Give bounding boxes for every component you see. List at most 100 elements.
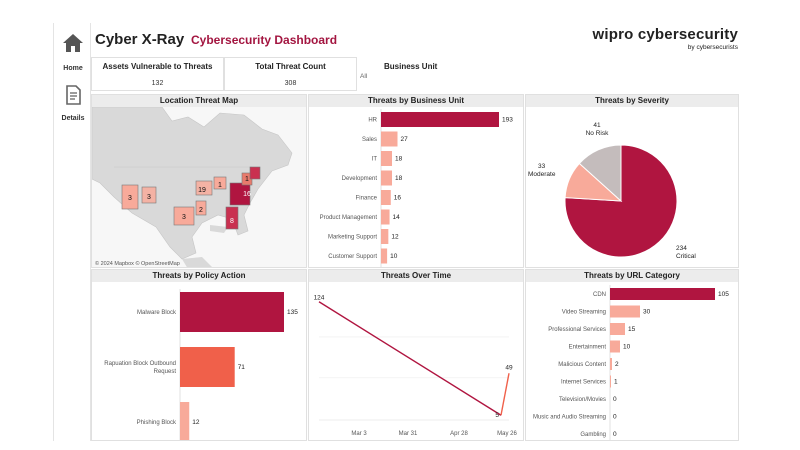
state-nevada[interactable] (141, 186, 157, 204)
category-label: Gambling (580, 432, 606, 438)
data-label: 5 (495, 412, 499, 419)
data-label: 0 (613, 414, 617, 421)
category-label: Finance (356, 196, 378, 202)
slice-label: Moderate (528, 171, 556, 178)
bar[interactable] (381, 112, 499, 127)
kpi-value: 308 (284, 80, 297, 87)
filter-title: Business Unit (384, 62, 438, 71)
nav-home-label[interactable]: Home (63, 65, 83, 72)
bar[interactable] (610, 340, 620, 353)
state-mississippi[interactable] (195, 200, 207, 216)
bar[interactable] (610, 323, 625, 335)
data-label: 16 (394, 195, 402, 202)
pie-slice[interactable] (578, 144, 622, 203)
x-tick-label: Apr 28 (450, 431, 468, 437)
state-texas[interactable] (173, 206, 195, 226)
x-tick-label: Mar 3 (351, 431, 367, 437)
brand-logo: wipro cybersecurity by cybersecurists (592, 26, 738, 51)
bar[interactable] (381, 131, 398, 147)
category-label: Sales (362, 137, 377, 143)
bar[interactable] (381, 209, 390, 225)
data-label: 18 (395, 175, 403, 182)
state-california[interactable] (121, 184, 139, 210)
brand-tagline: by cybersecurists (687, 44, 738, 51)
map-marker-label: 3 (182, 214, 186, 221)
kpi-assets-vulnerable: Assets Vulnerable to Threats 132 (91, 57, 224, 91)
x-tick-label: May 26 (497, 431, 517, 437)
panel-title: Threats by URL Category (526, 270, 738, 282)
category-label: Rapuation Block Outbound (104, 361, 176, 367)
nav-details-label[interactable]: Details (61, 115, 85, 122)
data-label: 12 (192, 419, 200, 426)
kpi-value: 132 (151, 80, 164, 87)
category-label: Music and Audio Streaming (533, 415, 606, 421)
category-label: Video Streaming (562, 310, 606, 316)
slice-label: Critical (676, 253, 696, 260)
url-category-panel: Threats by URL Category CDN 105 Video Stre… (525, 269, 739, 441)
bar[interactable] (180, 402, 190, 441)
bar[interactable] (610, 375, 611, 388)
category-label: Entertainment (569, 345, 607, 351)
bar[interactable] (180, 347, 235, 387)
location-threat-map[interactable]: 3 3 19 2 1 16 8 1 3 © 2024 Mapbox © Open… (92, 106, 307, 268)
business-unit-filter[interactable]: Business Unit All (356, 57, 736, 91)
slice-value: 234 (676, 245, 687, 252)
bar[interactable] (610, 288, 715, 300)
business-unit-panel: Threats by Business Unit HR 193 Sales 27 IT 1… (308, 94, 524, 268)
severity-panel: Threats by Severity 234 Critical 33 Moderat… (525, 94, 739, 268)
threats-over-time-chart[interactable]: 124 5 49 Mar 3 Mar 31 Apr 28 May 26 (309, 282, 524, 441)
panel-title: Location Threat Map (92, 95, 306, 107)
map-marker-label: 8 (230, 218, 234, 225)
data-label: 0 (613, 431, 617, 438)
map-marker-label: 2 (199, 207, 203, 214)
data-label: 10 (623, 344, 631, 351)
series-line[interactable] (318, 301, 502, 416)
data-label: 2 (615, 361, 619, 368)
slice-label: No Risk (586, 130, 610, 137)
state-illinois[interactable] (195, 180, 213, 196)
panel-title: Threats by Business Unit (309, 95, 523, 107)
document-icon[interactable] (61, 83, 85, 107)
category-label: Television/Movies (559, 397, 606, 403)
data-label: 12 (391, 234, 399, 241)
sidebar: Home Details (53, 23, 91, 441)
category-label: Phishing Block (137, 420, 177, 426)
data-label: 124 (314, 295, 325, 302)
category-label: Request (154, 369, 177, 375)
policy-action-chart[interactable]: Malware Block 135 Rapuation Block Outbound… (92, 282, 307, 441)
data-label: 30 (643, 309, 651, 316)
filter-value[interactable]: All (360, 73, 368, 80)
state-florida[interactable] (225, 206, 239, 230)
data-label: 105 (718, 291, 729, 298)
category-label: CDN (593, 292, 606, 298)
data-label: 49 (505, 364, 513, 371)
category-label: Internet Services (561, 380, 606, 386)
panel-title: Threats by Policy Action (92, 270, 306, 282)
bar[interactable] (610, 358, 612, 370)
category-label: Development (342, 176, 378, 182)
bar[interactable] (381, 170, 393, 186)
bar[interactable] (381, 151, 393, 166)
series-line[interactable] (500, 373, 510, 416)
bar[interactable] (180, 292, 284, 332)
bar[interactable] (381, 190, 391, 205)
data-label: 10 (390, 253, 398, 260)
url-category-chart[interactable]: CDN 105 Video Streaming 30 Professional Serv… (526, 282, 739, 441)
data-label: 1 (614, 379, 618, 386)
panel-title: Threats by Severity (526, 95, 738, 107)
map-marker-label: 16 (243, 191, 251, 198)
state-georgia[interactable] (229, 182, 251, 206)
state-new-jersey[interactable] (249, 166, 261, 180)
category-label: Malware Block (137, 310, 177, 316)
brand-name: wipro cybersecurity (592, 26, 738, 43)
bar[interactable] (381, 248, 388, 264)
page-title: Cyber X-Ray (95, 31, 185, 48)
business-unit-chart[interactable]: HR 193 Sales 27 IT 18 Development 18 Finance 16 Pr… (309, 107, 524, 268)
home-icon[interactable] (61, 31, 85, 55)
state-indiana[interactable] (213, 176, 227, 190)
map-marker-label: 3 (147, 194, 151, 201)
bar[interactable] (610, 305, 640, 318)
category-label: Malicious Content (558, 362, 606, 368)
bar[interactable] (381, 229, 389, 244)
